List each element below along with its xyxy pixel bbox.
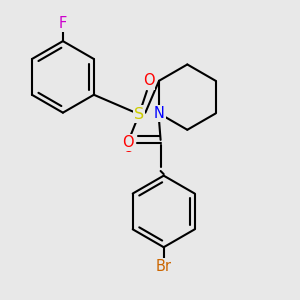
Text: O: O [122,135,134,150]
Text: O: O [122,140,134,155]
Text: S: S [134,107,144,122]
Text: F: F [59,16,67,31]
Text: Br: Br [156,259,172,274]
Text: O: O [142,74,154,88]
Text: N: N [154,106,164,121]
